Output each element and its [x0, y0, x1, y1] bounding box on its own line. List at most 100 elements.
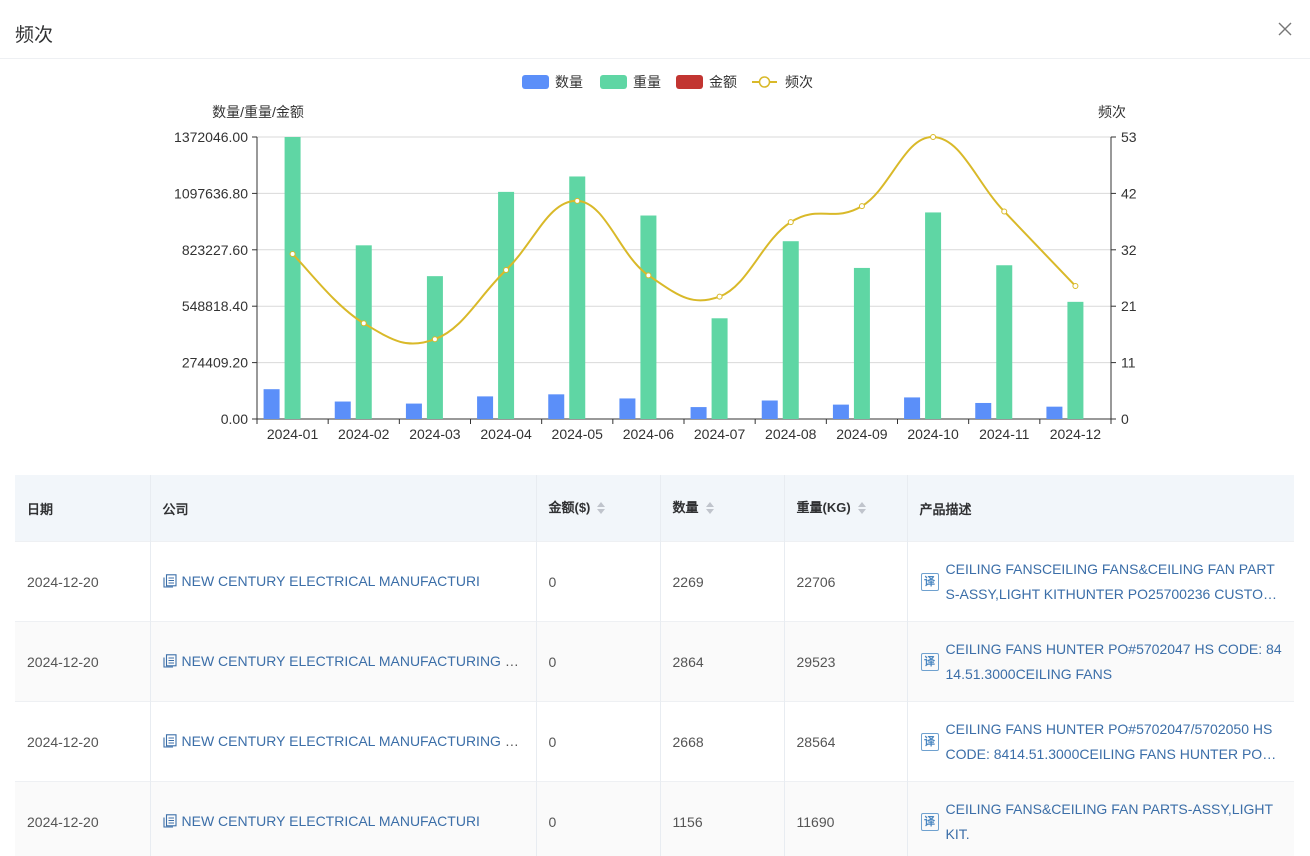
x-tick-label: 2024-07 — [694, 426, 746, 442]
bar-quantity[interactable] — [619, 398, 636, 419]
company-detail-icon[interactable] — [162, 813, 177, 831]
weight-cell: 22706 — [784, 541, 908, 622]
y-left-tick-label: 823227.60 — [182, 242, 248, 258]
legend-swatch[interactable] — [600, 75, 627, 89]
y-right-tick-label: 11 — [1121, 355, 1136, 371]
company-cell[interactable]: NEW CENTURY ELECTRICAL MANUFACTURING ZHO… — [150, 701, 537, 782]
legend-label: 频次 — [785, 74, 813, 90]
frequency-point[interactable] — [360, 320, 367, 327]
header-quantity[interactable]: 数量 — [660, 475, 785, 542]
legend-line-point[interactable] — [758, 76, 771, 88]
frequency-point[interactable] — [574, 197, 581, 204]
bar-weight[interactable] — [996, 265, 1013, 419]
bar-quantity[interactable] — [975, 402, 992, 419]
bar-weight[interactable] — [782, 241, 799, 419]
company-detail-icon[interactable] — [162, 733, 177, 751]
bar-quantity[interactable] — [263, 389, 280, 419]
frequency-point[interactable] — [787, 219, 794, 226]
quantity-cell: 1156 — [660, 781, 785, 856]
header-description: 产品描述 — [907, 475, 1294, 542]
bar-weight[interactable] — [498, 191, 515, 419]
bar-quantity[interactable] — [904, 397, 921, 419]
legend-label: 重量 — [633, 74, 661, 90]
company-link[interactable]: NEW CENTURY ELECTRICAL MANUFACTURING ZHO… — [181, 732, 536, 749]
frequency-line — [291, 135, 1077, 345]
company-cell[interactable]: NEW CENTURY ELECTRICAL MANUFACTURING ZHO… — [150, 621, 537, 702]
bar-quantity[interactable] — [761, 400, 778, 419]
frequency-point[interactable] — [1001, 208, 1008, 215]
translate-icon[interactable]: 译 — [920, 812, 939, 831]
bar-weight[interactable] — [711, 318, 728, 419]
legend-swatch[interactable] — [522, 75, 549, 89]
y-left-tick-label: 548818.40 — [182, 298, 248, 314]
sort-icon[interactable] — [596, 500, 606, 519]
sort-icon[interactable] — [857, 500, 867, 519]
bar-weight[interactable] — [569, 176, 586, 419]
bar-quantity[interactable] — [548, 394, 565, 419]
company-cell[interactable]: NEW CENTURY ELECTRICAL MANUFACTURI — [150, 541, 537, 622]
close-icon[interactable] — [1276, 20, 1294, 38]
header-date: 日期 — [15, 475, 151, 542]
bar-weight[interactable] — [853, 267, 870, 419]
bar-quantity[interactable] — [477, 396, 494, 419]
x-tick-label: 2024-04 — [480, 426, 532, 442]
company-link[interactable]: NEW CENTURY ELECTRICAL MANUFACTURI — [181, 572, 480, 589]
company-link[interactable]: NEW CENTURY ELECTRICAL MANUFACTURI — [181, 812, 480, 829]
bar-quantity[interactable] — [334, 401, 351, 419]
description-cell: 译 CEILING FANS&CEILING FAN PARTS-ASSY,LIG… — [907, 781, 1294, 856]
y-left-axis-title: 数量/重量/金额 — [212, 104, 304, 120]
bar-quantity[interactable] — [405, 403, 422, 419]
bar-weight[interactable] — [355, 245, 372, 419]
translate-icon[interactable]: 译 — [920, 572, 939, 591]
date-cell: 2024-12-20 — [15, 701, 151, 782]
table-body: 2024-12-20 NEW CENTURY ELECTRICAL MANUFAC… — [15, 541, 1294, 856]
bar-weight[interactable] — [1067, 301, 1084, 419]
translate-icon[interactable]: 译 — [920, 652, 939, 671]
table-row: 2024-12-20 NEW CENTURY ELECTRICAL MANUFAC… — [15, 701, 1294, 782]
legend-label: 数量 — [555, 74, 583, 90]
bar-quantity[interactable] — [832, 404, 849, 419]
header-amount[interactable]: 金额($) — [536, 475, 661, 542]
legend-swatch[interactable] — [676, 75, 703, 89]
x-tick-label: 2024-11 — [979, 426, 1030, 442]
company-cell[interactable]: NEW CENTURY ELECTRICAL MANUFACTURI — [150, 781, 537, 856]
bar-weight[interactable] — [925, 212, 942, 419]
quantity-cell: 2269 — [660, 541, 785, 622]
amount-cell: 0 — [536, 621, 661, 702]
translate-icon[interactable]: 译 — [920, 732, 939, 751]
frequency-point[interactable] — [289, 251, 296, 258]
y-right-tick-label: 0 — [1121, 411, 1129, 427]
company-detail-icon[interactable] — [162, 573, 177, 591]
product-description[interactable]: CEILING FANSCEILING FANS&CEILING FAN PAR… — [945, 560, 1275, 602]
x-tick-label: 2024-02 — [338, 426, 390, 442]
frequency-point[interactable] — [503, 267, 510, 274]
frequency-point[interactable] — [716, 293, 723, 300]
product-description[interactable]: CEILING FANS HUNTER PO#5702047/5702050 H… — [945, 720, 1278, 762]
frequency-point[interactable] — [858, 203, 865, 210]
header-label: 产品描述 — [919, 501, 972, 517]
bar-weight[interactable] — [640, 215, 657, 419]
bar-quantity[interactable] — [690, 407, 707, 419]
frequency-point[interactable] — [930, 134, 937, 140]
bar-weight[interactable] — [426, 276, 443, 419]
y-left-tick-label: 1097636.80 — [174, 185, 248, 201]
frequency-point[interactable] — [1072, 282, 1079, 289]
x-tick-label: 2024-03 — [409, 426, 461, 442]
bar-quantity[interactable] — [1046, 406, 1063, 419]
product-description[interactable]: CEILING FANS HUNTER PO#5702047 HS CODE: … — [945, 640, 1282, 682]
bar-weight[interactable] — [284, 137, 301, 419]
amount-cell: 0 — [536, 781, 661, 856]
frequency-point[interactable] — [645, 272, 652, 279]
product-description[interactable]: CEILING FANS&CEILING FAN PARTS-ASSY,LIGH… — [945, 800, 1273, 842]
header-weight[interactable]: 重量(KG) — [784, 475, 908, 542]
company-link[interactable]: NEW CENTURY ELECTRICAL MANUFACTURING ZHO… — [181, 652, 536, 669]
modal-header: 频次 — [0, 0, 1310, 59]
x-tick-label: 2024-10 — [907, 426, 959, 442]
frequency-point[interactable] — [431, 336, 438, 343]
table-row: 2024-12-20 NEW CENTURY ELECTRICAL MANUFAC… — [15, 541, 1294, 622]
records-table: 日期 公司 金额($) 数量 重量(KG) 产品描述 2024-12-20 NEW CENT… — [15, 475, 1294, 856]
sort-icon[interactable] — [705, 500, 715, 519]
date-cell: 2024-12-20 — [15, 621, 151, 702]
company-detail-icon[interactable] — [162, 653, 177, 671]
